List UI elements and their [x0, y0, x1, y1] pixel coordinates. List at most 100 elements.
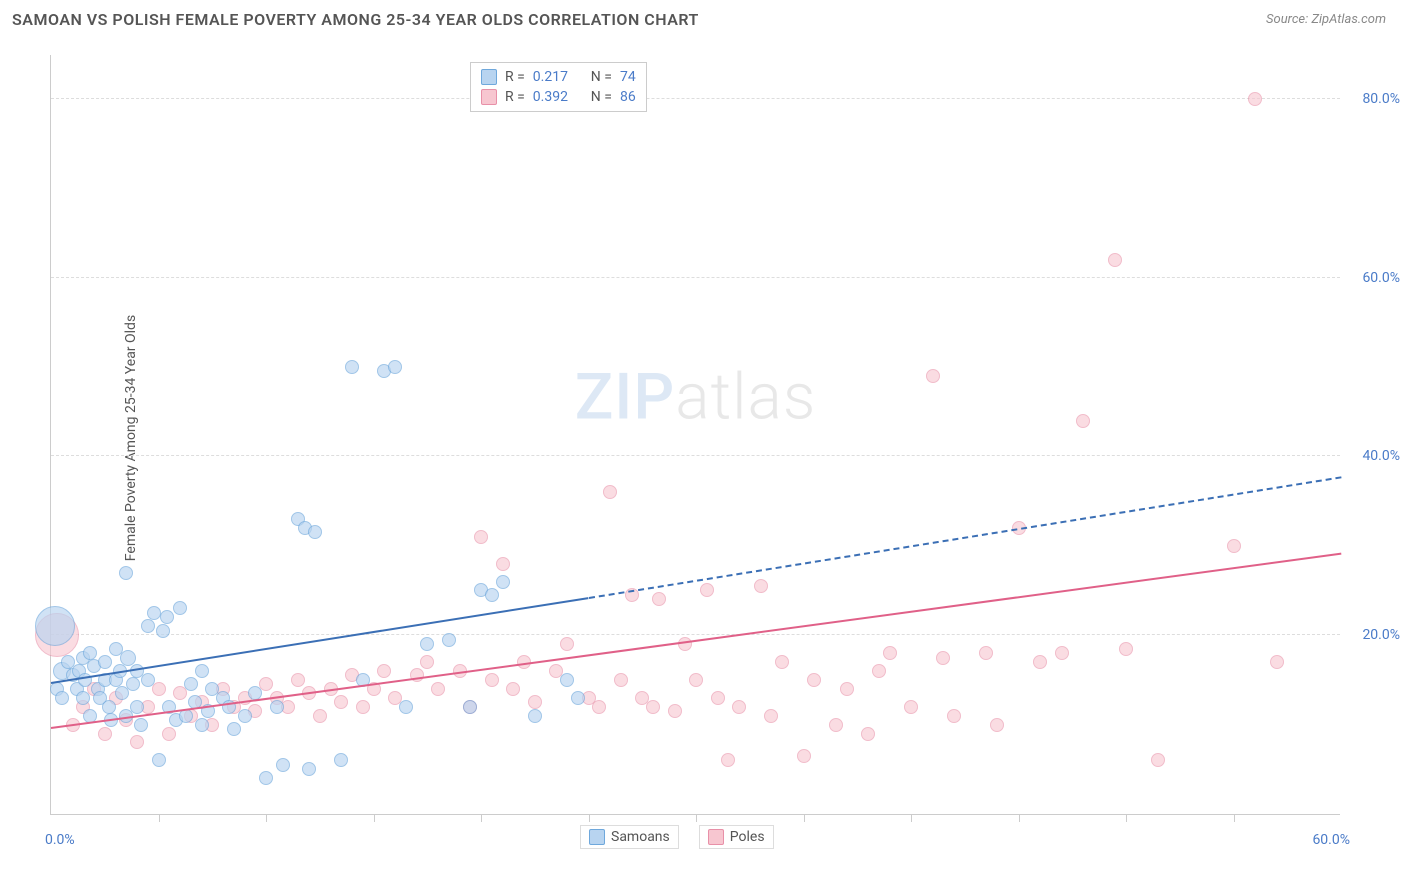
x-tick: [481, 814, 482, 822]
watermark: ZIPatlas: [575, 359, 817, 434]
poles-point: [560, 637, 574, 651]
poles-point: [829, 718, 843, 732]
poles-point: [431, 682, 445, 696]
scatter-chart: ZIPatlas 20.0%40.0%60.0%80.0%: [50, 55, 1340, 815]
samoans-point: [130, 700, 144, 714]
legend-swatch: [481, 69, 497, 85]
poles-point: [872, 664, 886, 678]
r-value: 0.392: [533, 89, 583, 105]
samoans-point: [227, 722, 241, 736]
r-label: R =: [505, 89, 525, 105]
samoans-point: [173, 601, 187, 615]
samoans-point: [126, 677, 140, 691]
samoans-point: [571, 691, 585, 705]
source-attribution: Source: ZipAtlas.com: [1266, 12, 1386, 27]
poles-point: [291, 673, 305, 687]
poles-point: [689, 673, 703, 687]
poles-point: [420, 655, 434, 669]
samoans-point: [334, 753, 348, 767]
poles-point: [313, 709, 327, 723]
n-label: N =: [591, 89, 612, 105]
poles-point: [668, 704, 682, 718]
poles-point: [979, 646, 993, 660]
samoans-point: [141, 673, 155, 687]
samoans-point: [184, 677, 198, 691]
gridline: [51, 277, 1340, 278]
stats-legend: R =0.217N =74R =0.392N =86: [470, 62, 647, 112]
legend-swatch: [589, 829, 605, 845]
series-legend-item: Samoans: [580, 825, 679, 849]
poles-point: [732, 700, 746, 714]
samoans-point: [195, 664, 209, 678]
poles-point: [485, 673, 499, 687]
poles-point: [711, 691, 725, 705]
poles-point: [1270, 655, 1284, 669]
samoans-point: [134, 718, 148, 732]
x-max-label: 60.0%: [1312, 832, 1350, 848]
poles-point: [861, 727, 875, 741]
poles-point: [1227, 539, 1241, 553]
poles-point: [840, 682, 854, 696]
x-tick: [696, 814, 697, 822]
samoans-point: [302, 762, 316, 776]
samoans-point: [238, 709, 252, 723]
samoans-point: [195, 718, 209, 732]
poles-point: [130, 735, 144, 749]
x-tick: [1126, 814, 1127, 822]
series-label: Poles: [730, 829, 765, 845]
poles-point: [936, 651, 950, 665]
y-tick-label: 40.0%: [1362, 448, 1400, 464]
poles-point: [528, 695, 542, 709]
n-label: N =: [591, 69, 612, 85]
samoans-point: [528, 709, 542, 723]
poles-point: [1248, 92, 1262, 106]
y-tick-label: 60.0%: [1362, 270, 1400, 286]
samoans-point: [35, 606, 75, 646]
poles-point: [410, 668, 424, 682]
poles-point: [754, 579, 768, 593]
poles-point: [1151, 753, 1165, 767]
samoans-point: [345, 360, 359, 374]
poles-point: [603, 485, 617, 499]
poles-point: [356, 700, 370, 714]
x-tick: [804, 814, 805, 822]
r-label: R =: [505, 69, 525, 85]
gridline: [51, 98, 1340, 99]
y-tick-label: 20.0%: [1362, 627, 1400, 643]
samoans-point: [259, 771, 273, 785]
poles-point: [1055, 646, 1069, 660]
samoans-point: [76, 691, 90, 705]
poles-point: [377, 664, 391, 678]
poles-point: [1108, 253, 1122, 267]
y-tick-label: 80.0%: [1362, 91, 1400, 107]
poles-point: [883, 646, 897, 660]
samoans-point: [55, 691, 69, 705]
poles-point: [1076, 414, 1090, 428]
samoans-point: [485, 588, 499, 602]
samoans-point: [156, 624, 170, 638]
n-value: 74: [620, 69, 636, 85]
samoans-point: [160, 610, 174, 624]
poles-point: [700, 583, 714, 597]
poles-point: [926, 369, 940, 383]
samoans-point: [119, 566, 133, 580]
poles-point: [678, 637, 692, 651]
poles-point: [646, 700, 660, 714]
poles-point: [152, 682, 166, 696]
poles-point: [947, 709, 961, 723]
series-legend-item: Poles: [699, 825, 774, 849]
x-tick: [266, 814, 267, 822]
samoans-point: [496, 575, 510, 589]
poles-point: [614, 673, 628, 687]
samoans-point: [270, 700, 284, 714]
poles-point: [592, 700, 606, 714]
stats-legend-row: R =0.392N =86: [481, 87, 636, 107]
samoans-point: [442, 633, 456, 647]
r-value: 0.217: [533, 69, 583, 85]
chart-title: SAMOAN VS POLISH FEMALE POVERTY AMONG 25…: [12, 10, 699, 29]
poles-point: [98, 727, 112, 741]
samoans-point: [560, 673, 574, 687]
samoans-point: [463, 700, 477, 714]
x-tick: [589, 814, 590, 822]
samoans-point: [308, 525, 322, 539]
